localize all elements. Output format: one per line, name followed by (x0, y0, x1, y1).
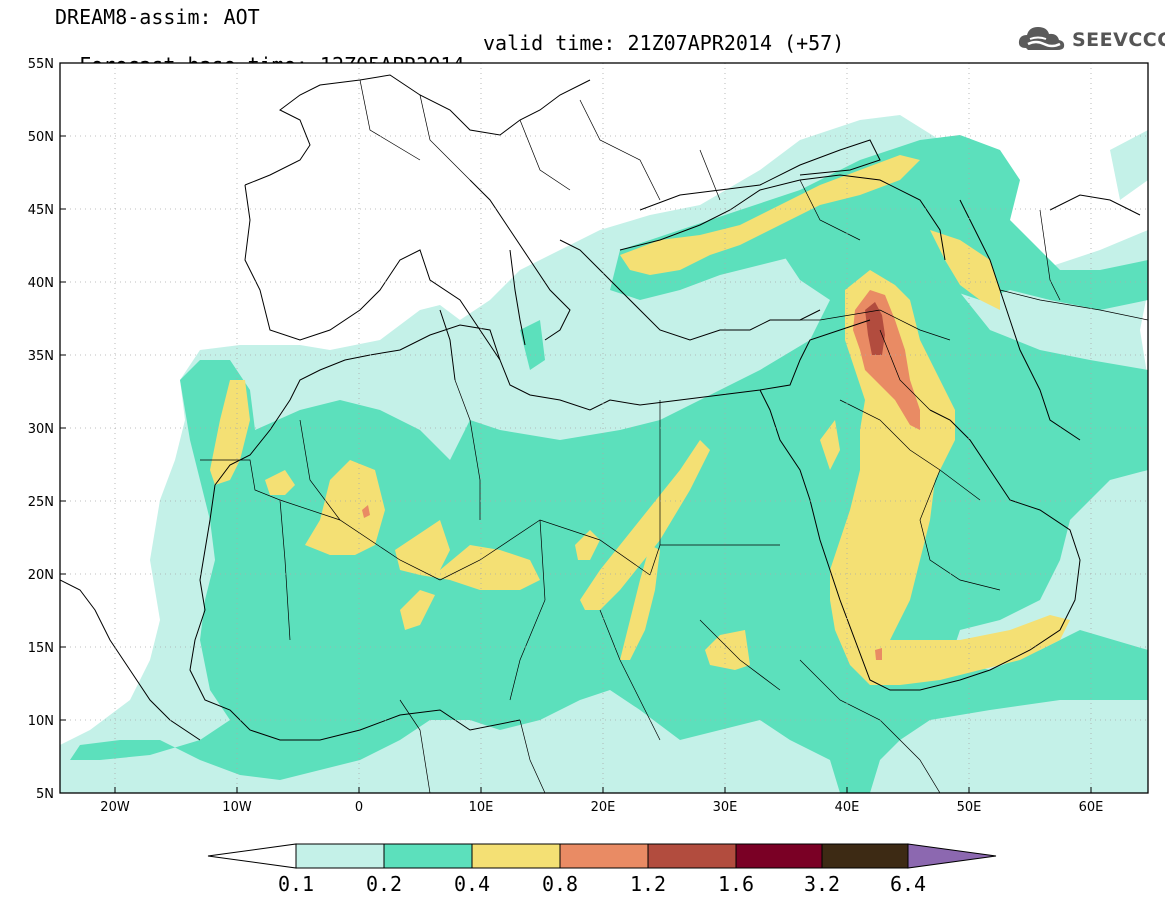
map-title: DREAM8-assim: AOT (55, 5, 260, 29)
colorbar-label: 1.2 (629, 872, 667, 896)
colorbar-segment (821, 843, 909, 869)
lat-label: 55N (28, 57, 54, 72)
seevccc-logo: SEEVCCC (1016, 20, 1165, 56)
lon-label: 0 (355, 800, 363, 815)
colorbar-high-arrow (907, 843, 997, 869)
longitude-labels: 20W 10W 0 10E 20E 30E 40E 50E 60E (100, 800, 1103, 815)
lon-label: 60E (1079, 800, 1104, 815)
valid-time: valid time: 21Z07APR2014 (+57) (483, 31, 845, 55)
colorbar-segment (383, 843, 473, 869)
colorbar (207, 843, 997, 869)
aot-band-1.2 (865, 302, 885, 355)
lat-label: 15N (28, 641, 54, 656)
lat-label: 50N (28, 130, 54, 145)
colorbar-label: 0.8 (541, 872, 579, 896)
colorbar-label: 0.2 (365, 872, 403, 896)
lat-label: 5N (36, 787, 54, 802)
lat-label: 40N (28, 276, 54, 291)
colorbar-label: 0.1 (277, 872, 315, 896)
lat-label: 45N (28, 203, 54, 218)
lon-label: 20E (591, 800, 616, 815)
colorbar-segment (735, 843, 823, 869)
country-borders (200, 79, 1148, 793)
latitude-labels: 55N 50N 45N 40N 35N 30N 25N 20N 15N 10N … (28, 57, 54, 802)
colorbar-low-arrow (207, 843, 297, 869)
logo-text: SEEVCCC (1072, 29, 1165, 51)
lon-label: 40E (835, 800, 860, 815)
colorbar-segment (471, 843, 561, 869)
lon-label: 50E (957, 800, 982, 815)
colorbar-segment (647, 843, 737, 869)
coastlines (60, 74, 1141, 741)
lat-label: 25N (28, 495, 54, 510)
lon-label: 10E (469, 800, 494, 815)
lon-label: 20W (100, 800, 130, 815)
colorbar-label: 3.2 (803, 872, 841, 896)
colorbar-label: 0.4 (453, 872, 491, 896)
lat-label: 35N (28, 349, 54, 364)
colorbar-label: 6.4 (889, 872, 927, 896)
aot-field (60, 63, 1148, 793)
lat-label: 30N (28, 422, 54, 437)
colorbar-label: 1.6 (717, 872, 755, 896)
lon-label: 30E (713, 800, 738, 815)
lat-label: 20N (28, 568, 54, 583)
colorbar-segment (559, 843, 649, 869)
lat-label: 10N (28, 714, 54, 729)
grid (60, 63, 1148, 793)
colorbar-segment (295, 843, 385, 869)
tick-marks (60, 62, 1092, 794)
lon-label: 10W (222, 800, 252, 815)
cloud-icon (1018, 27, 1065, 50)
